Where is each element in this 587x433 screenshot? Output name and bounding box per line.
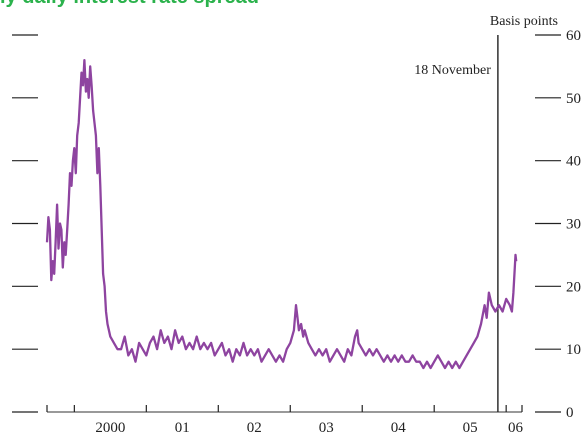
right-tick-label: 40 [566,154,581,170]
right-tick-label: 50 [566,91,581,107]
chart-title-fragment: ly daily interest rate spread [0,0,320,8]
series-line [45,58,518,370]
annotation-label: 18 November [414,63,491,78]
y-axis-label: Basis points [490,14,558,29]
x-tick-label: 03 [319,420,334,433]
x-tick-label: 02 [247,420,262,433]
left-axis-ticks [12,34,38,413]
right-tick-label: 10 [566,342,581,358]
x-axis: 2000 01 02 03 04 05 06 [46,405,524,433]
right-axis: 0 10 20 30 40 50 60 [535,28,581,421]
x-tick-label: 06 [508,420,524,433]
x-tick-label: 04 [391,420,407,433]
x-tick-label: 05 [463,420,478,433]
right-tick-label: 0 [566,405,574,421]
x-tick-label: 2000 [95,420,125,433]
right-tick-label: 20 [566,279,581,295]
right-tick-label: 60 [566,28,581,44]
x-tick-label: 01 [175,420,190,433]
right-tick-label: 30 [566,217,581,233]
